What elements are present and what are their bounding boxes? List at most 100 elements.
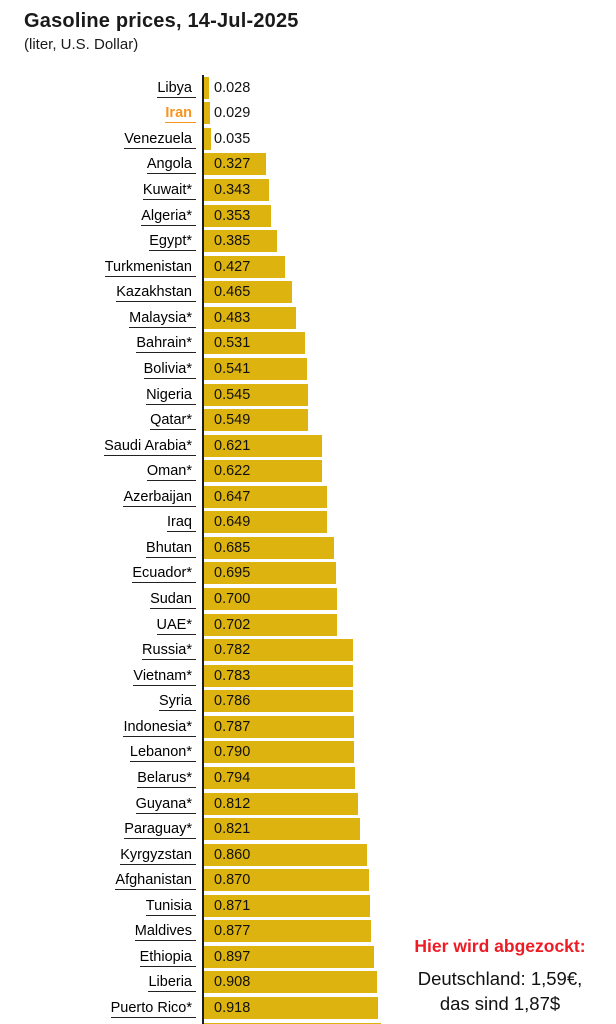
country-label[interactable]: Belarus* [137, 769, 196, 788]
country-label[interactable]: Libya [157, 79, 196, 98]
country-label[interactable]: Saudi Arabia* [104, 437, 196, 456]
price-bar [204, 894, 370, 917]
country-label[interactable]: Bahrain* [136, 335, 196, 354]
country-label-cell: Russia* [0, 642, 202, 661]
chart-row: Algeria* 0.353 [0, 202, 616, 229]
bar-area: 0.918 [202, 995, 616, 1021]
country-label-cell: Turkmenistan [0, 258, 202, 277]
country-label[interactable]: Malaysia* [129, 309, 196, 328]
value-label: 0.531 [214, 335, 251, 352]
price-bar [204, 306, 296, 329]
country-label-cell: Kazakhstan [0, 284, 202, 303]
country-label[interactable]: Venezuela [124, 130, 196, 149]
price-bar [204, 664, 353, 687]
country-label[interactable]: Azerbaijan [123, 488, 196, 507]
country-label[interactable]: UAE* [156, 616, 196, 635]
chart-row: Tunisia 0.871 [0, 893, 616, 919]
bar-area: 0.353 [202, 202, 616, 229]
bar-area: 0.531 [202, 330, 616, 357]
chart-row: Azerbaijan 0.647 [0, 484, 616, 510]
country-label[interactable]: Tunisia [145, 897, 196, 916]
bar-area: 0.028 [202, 75, 616, 101]
country-label[interactable]: Vietnam* [133, 667, 196, 686]
bar-area: 0.549 [202, 407, 616, 433]
country-label-cell: Ecuador* [0, 565, 202, 584]
price-bar [204, 204, 272, 227]
price-bar [204, 869, 370, 892]
country-label[interactable]: Angola [146, 156, 196, 175]
value-label: 0.860 [214, 846, 251, 863]
country-label[interactable]: Nigeria [146, 386, 196, 405]
country-label-cell: Syria [0, 693, 202, 712]
price-bar [204, 613, 338, 636]
price-bar [204, 409, 309, 432]
chart-row: Qatar* 0.549 [0, 407, 616, 433]
country-label-cell: Afghanistan [0, 872, 202, 891]
price-bar [204, 230, 278, 253]
country-label[interactable]: Syria [158, 693, 196, 712]
country-label-cell: Tunisia [0, 897, 202, 916]
price-bar [204, 127, 211, 150]
bar-area: 0.908 [202, 969, 616, 996]
country-label[interactable]: Kazakhstan [116, 284, 196, 303]
country-label[interactable]: Ethiopia [139, 948, 196, 967]
country-label[interactable]: Bolivia* [143, 360, 196, 379]
country-label[interactable]: Kyrgyzstan [120, 846, 196, 865]
country-label[interactable]: Qatar* [150, 412, 196, 431]
country-label[interactable]: Bhutan [146, 539, 196, 558]
price-bar [204, 766, 355, 789]
chart-row: Ecuador* 0.695 [0, 560, 616, 587]
country-label[interactable]: Sudan [150, 591, 196, 610]
country-label[interactable]: Afghanistan [115, 872, 196, 891]
country-label[interactable]: Lebanon* [129, 744, 196, 763]
country-label[interactable]: Algeria* [141, 207, 196, 226]
value-label: 0.385 [214, 233, 251, 250]
country-label[interactable]: Paraguay* [124, 821, 196, 840]
bar-area: 0.790 [202, 739, 616, 766]
country-label[interactable]: Ecuador* [132, 565, 196, 584]
country-label-cell: Kyrgyzstan [0, 846, 202, 865]
country-label[interactable]: Oman* [146, 463, 196, 482]
bar-area: 0.700 [202, 586, 616, 612]
chart-row: Afghanistan 0.870 [0, 867, 616, 893]
chart-row: Vietnam* 0.783 [0, 662, 616, 689]
country-label[interactable]: Puerto Rico* [110, 1000, 196, 1019]
country-label-cell: Bahrain* [0, 335, 202, 354]
country-label-cell: Malaysia* [0, 309, 202, 328]
bar-area: 0.649 [202, 509, 616, 536]
chart-row: Kyrgyzstan 0.860 [0, 841, 616, 868]
country-label[interactable]: Kuwait* [142, 182, 196, 201]
price-bar [204, 1022, 381, 1024]
chart-row: Oman* 0.622 [0, 458, 616, 484]
chart-row: UAE* 0.702 [0, 611, 616, 638]
bar-area: 0.794 [202, 765, 616, 791]
value-label: 0.035 [214, 130, 251, 147]
value-label: 0.794 [214, 769, 251, 786]
price-bar [204, 741, 355, 764]
chart-row: Turkmenistan 0.427 [0, 253, 616, 280]
country-label[interactable]: Russia* [142, 642, 196, 661]
chart-row: Liberia 0.908 [0, 969, 616, 996]
country-label-cell: Paraguay* [0, 821, 202, 840]
country-label[interactable]: Maldives [134, 923, 196, 942]
country-label[interactable]: Liberia [148, 974, 196, 993]
value-label: 0.621 [214, 437, 251, 454]
price-bar [204, 843, 368, 866]
country-label[interactable]: Egypt* [149, 233, 196, 252]
country-label-cell: Lebanon* [0, 744, 202, 763]
country-label[interactable]: Iraq [167, 514, 196, 533]
chart-row: Bahrain* 0.531 [0, 330, 616, 357]
price-bar [204, 76, 210, 99]
chart-row: Iran 0.029 [0, 100, 616, 127]
bar-area [202, 1020, 616, 1024]
country-label[interactable]: Indonesia* [123, 718, 196, 737]
value-label: 0.695 [214, 565, 251, 582]
country-label[interactable]: Guyana* [135, 795, 196, 814]
country-label[interactable]: Iran [165, 105, 196, 124]
chart-row: Malaysia* 0.483 [0, 305, 616, 331]
chart-row: Maldives 0.877 [0, 918, 616, 945]
bar-area: 0.541 [202, 356, 616, 382]
country-label[interactable]: Turkmenistan [104, 258, 196, 277]
price-bar [204, 971, 377, 994]
chart-row: Syria 0.786 [0, 688, 616, 715]
